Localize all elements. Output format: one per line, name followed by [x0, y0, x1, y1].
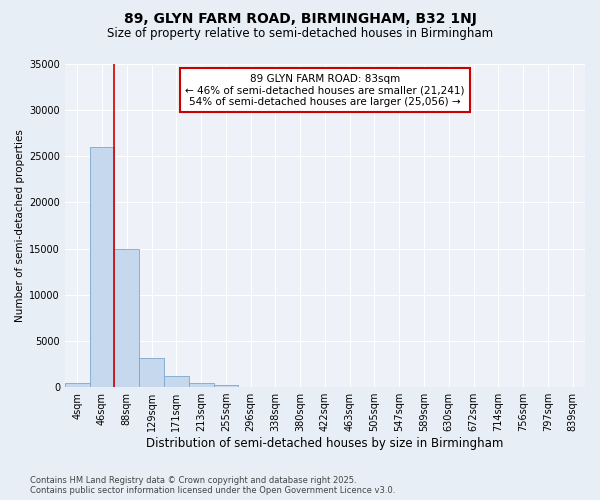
Text: 89, GLYN FARM ROAD, BIRMINGHAM, B32 1NJ: 89, GLYN FARM ROAD, BIRMINGHAM, B32 1NJ — [124, 12, 476, 26]
Bar — [115, 248, 139, 387]
Bar — [139, 358, 164, 387]
Bar — [214, 385, 238, 387]
Bar — [189, 384, 214, 387]
Bar — [65, 384, 89, 387]
Text: Contains HM Land Registry data © Crown copyright and database right 2025.
Contai: Contains HM Land Registry data © Crown c… — [30, 476, 395, 495]
Y-axis label: Number of semi-detached properties: Number of semi-detached properties — [15, 129, 25, 322]
Bar — [164, 376, 189, 387]
Text: 89 GLYN FARM ROAD: 83sqm
← 46% of semi-detached houses are smaller (21,241)
54% : 89 GLYN FARM ROAD: 83sqm ← 46% of semi-d… — [185, 74, 465, 107]
Bar — [89, 147, 115, 387]
Text: Size of property relative to semi-detached houses in Birmingham: Size of property relative to semi-detach… — [107, 28, 493, 40]
X-axis label: Distribution of semi-detached houses by size in Birmingham: Distribution of semi-detached houses by … — [146, 437, 503, 450]
